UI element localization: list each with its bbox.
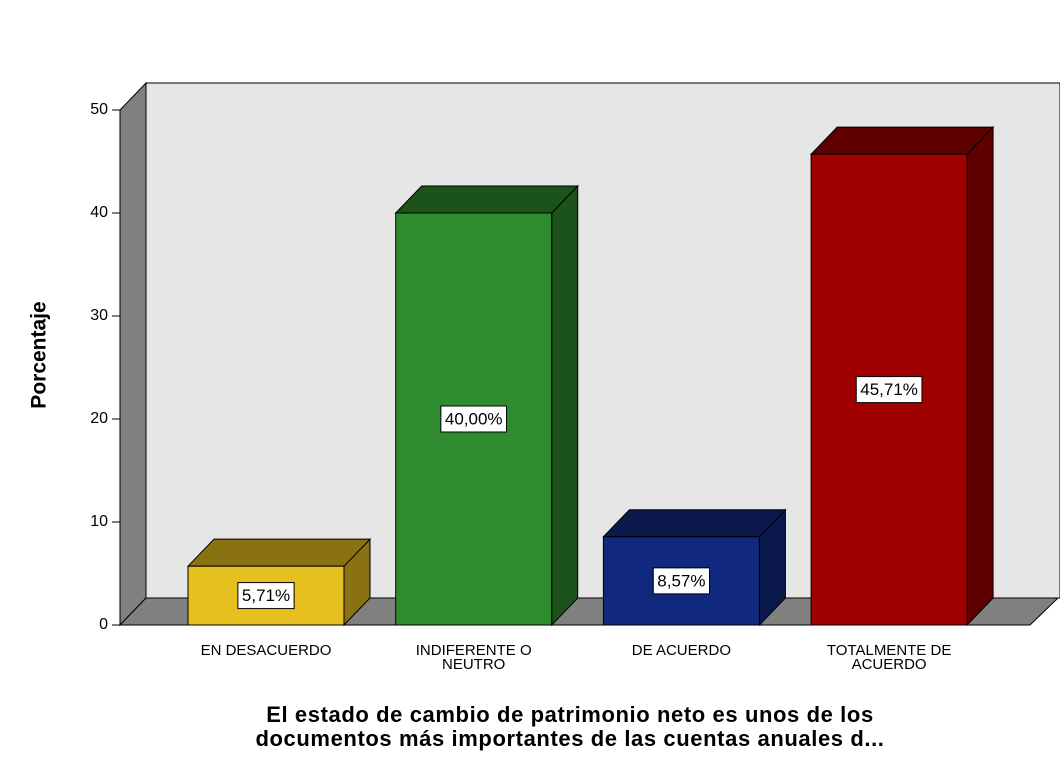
y-tick-label: 10: [90, 513, 108, 530]
y-tick-label: 50: [90, 101, 108, 118]
value-label-box: [652, 567, 711, 595]
x-tick-label: INDIFERENTE O NEUTRO: [415, 642, 532, 673]
bar-top: [394, 185, 579, 214]
y-tick-label: 30: [90, 307, 108, 324]
left-wall: [119, 81, 147, 627]
value-label-box: [237, 582, 295, 610]
x-tick-label: EN DESACUERDO: [200, 642, 332, 659]
y-tick-label: 40: [90, 204, 108, 221]
bar-top: [186, 538, 372, 567]
value-label: 45,71%: [860, 380, 918, 399]
y-tick-label: 0: [99, 616, 108, 633]
value-label-box: [855, 376, 923, 404]
x-axis-label: El estado de cambio de patrimonio neto e…: [255, 702, 885, 751]
x-tick-label: TOTALMENTE DE ACUERDO: [826, 642, 952, 673]
bar-top: [809, 126, 995, 155]
value-label: 5,71%: [242, 586, 290, 605]
value-label: 40,00%: [445, 409, 503, 428]
value-label-box: [440, 405, 508, 433]
bar-top: [602, 509, 787, 538]
bar-side: [966, 125, 994, 627]
bar-side: [551, 184, 579, 627]
x-tick-label: DE ACUERDO: [631, 642, 731, 659]
value-label: 8,57%: [657, 571, 705, 590]
chart-svg: Porcentaje 0 10 20 30 40 50 5,71% 40,00% 8,57% 45…: [28, 81, 1060, 633]
y-tick-label: 20: [90, 410, 108, 427]
y-axis-label: Porcentaje: [28, 301, 51, 408]
